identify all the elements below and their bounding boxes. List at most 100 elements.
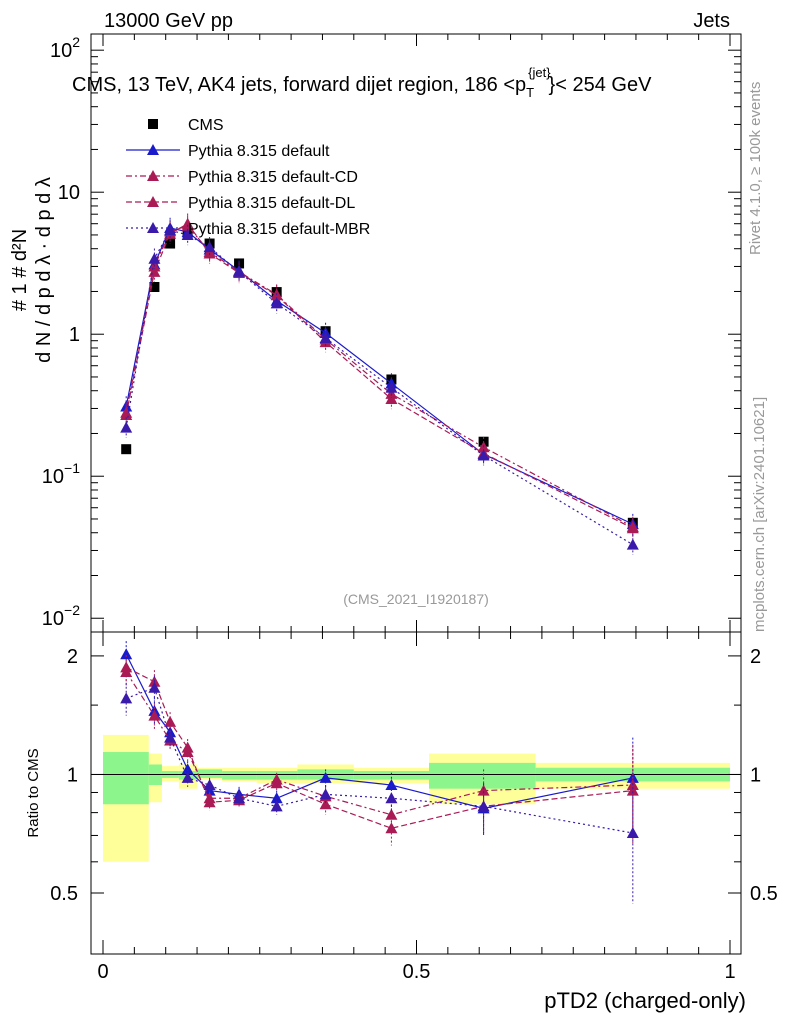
data-point-mbr xyxy=(270,297,283,309)
data-point-dl xyxy=(120,408,133,420)
ratio-point-default xyxy=(385,779,398,791)
band-inner xyxy=(222,771,257,780)
ratio-point-mbr xyxy=(385,792,398,804)
plot-title-sub: T xyxy=(526,85,534,100)
ratio-point-mbr xyxy=(120,692,133,704)
band-inner xyxy=(197,769,223,778)
ratio-ylabel: Ratio to CMS xyxy=(25,748,42,837)
data-point-mbr xyxy=(120,421,133,433)
ratio-series-mbr xyxy=(120,675,639,904)
data-point-mbr xyxy=(477,449,490,461)
series-line-cd xyxy=(125,225,634,528)
legend-label-dl: Pythia 8.315 default-DL xyxy=(188,195,355,212)
ratio-ytick-label-right: 2 xyxy=(750,646,761,668)
ratio-series-default xyxy=(120,641,639,836)
series-line-mbr xyxy=(125,229,634,546)
legend-label-default: Pythia 8.315 default xyxy=(188,143,330,160)
legend-entry-mbr: Pythia 8.315 default-MBR xyxy=(126,221,370,238)
ratio-point-default xyxy=(120,648,133,660)
data-point-dl xyxy=(181,217,194,229)
series-dl xyxy=(120,213,639,539)
main-ytick-exponent: 2 xyxy=(72,34,80,50)
plot-title-tail: }< 254 GeV xyxy=(549,74,653,96)
ratio-ytick-label-right: 1 xyxy=(750,764,761,786)
series-line-default xyxy=(125,227,634,525)
ratio-series-dl xyxy=(120,655,639,846)
band-inner xyxy=(103,752,149,805)
legend-label-cms: CMS xyxy=(188,117,224,134)
ratio-point-default xyxy=(319,771,332,783)
ratio-point-dl xyxy=(626,784,639,796)
x-tick-label: 0.5 xyxy=(403,961,431,983)
data-point-mbr xyxy=(148,252,161,264)
ratio-point-mbr xyxy=(626,827,639,839)
legend-label-cd: Pythia 8.315 default-CD xyxy=(188,169,358,186)
ratio-point-mbr xyxy=(203,779,216,791)
ratio-ytick-label: 2 xyxy=(67,646,78,668)
ratio-point-dl xyxy=(270,777,283,789)
x-axis-label: pTD2 (charged-only) xyxy=(544,988,746,1013)
ratio-ytick-label-right: 0.5 xyxy=(750,883,778,905)
legend-entry-cd: Pythia 8.315 default-CD xyxy=(126,169,358,186)
legend-label-mbr: Pythia 8.315 default-MBR xyxy=(188,221,370,238)
category-label: Jets xyxy=(693,10,730,32)
plot-title: CMS, 13 TeV, AK4 jets, forward dijet reg… xyxy=(72,65,652,100)
ratio-content: 0.5 0.5 1 1 2 2 0 0.5 1 xyxy=(50,632,778,983)
legend-entry-default: Pythia 8.315 default xyxy=(126,143,330,160)
series-line-dl xyxy=(125,222,634,529)
legend-marker-cd xyxy=(147,170,159,181)
data-point-mbr xyxy=(319,332,332,344)
legend-marker-cms xyxy=(148,119,158,129)
ratio-point-cd xyxy=(477,784,490,796)
beam-label: 13000 GeV pp xyxy=(104,10,233,32)
legend-marker-mbr xyxy=(147,222,159,233)
main-ylabel: # 1 # d²N d N / d p d λ · d p d λ xyxy=(9,177,55,363)
series-default xyxy=(120,217,639,535)
legend: CMS Pythia 8.315 default Pythia 8.315 defa… xyxy=(126,117,370,238)
data-point-dl xyxy=(385,392,398,404)
ratio-point-default xyxy=(270,792,283,804)
main-content: 10−2 10−1 1 10 102 xyxy=(42,34,741,632)
main-ytick-exponent: −1 xyxy=(64,460,80,476)
x-tick-label: 0 xyxy=(97,961,108,983)
side-label-site: mcplots.cern.ch [arXiv:2401.10621] xyxy=(751,397,768,632)
ratio-point-dl xyxy=(120,661,133,673)
plot-title-main: CMS, 13 TeV, AK4 jets, forward dijet reg… xyxy=(72,74,526,96)
ratio-point-mbr xyxy=(270,800,283,812)
ratio-point-mbr xyxy=(164,731,177,743)
ratio-point-mbr xyxy=(181,771,194,783)
legend-entry-dl: Pythia 8.315 default-DL xyxy=(126,195,355,212)
ratio-point-dl xyxy=(181,741,194,753)
ratio-point-dl xyxy=(203,796,216,808)
legend-marker-dl xyxy=(147,196,159,207)
ratio-point-default xyxy=(181,763,194,775)
series-mbr xyxy=(120,219,639,555)
data-point-mbr xyxy=(385,381,398,393)
ratio-point-mbr xyxy=(477,800,490,812)
ratio-point-dl xyxy=(164,715,177,727)
main-ylabel-denominator: d N / d p d λ · d p d λ xyxy=(33,177,55,363)
main-ylabel-numerator: # 1 # d²N xyxy=(9,229,31,311)
ratio-frame xyxy=(90,631,742,955)
main-ytick-label: 1 xyxy=(69,324,80,346)
data-point-mbr xyxy=(233,265,246,277)
x-tick-label: 1 xyxy=(724,961,735,983)
ratio-point-mbr xyxy=(233,792,246,804)
main-ytick-label: 10 xyxy=(58,182,80,204)
data-point-cms xyxy=(149,281,160,292)
ratio-series-cd xyxy=(120,659,639,838)
data-point-dl xyxy=(626,522,639,534)
side-label-rivet: Rivet 4.1.0, ≥ 100k events xyxy=(747,82,764,255)
main-panel: 10−2 10−1 1 10 102 CMS, 13 TeV, AK4 jets, fo… xyxy=(42,33,742,633)
band-inner xyxy=(353,771,430,780)
ratio-point-dl xyxy=(385,822,398,834)
data-point-mbr xyxy=(626,538,639,550)
ratio-ytick-label: 0.5 xyxy=(50,883,78,905)
data-point-mbr xyxy=(164,224,177,236)
series-cd xyxy=(120,215,639,538)
legend-entry-cms: CMS xyxy=(148,117,224,134)
main-ytick-label: 102 xyxy=(50,34,80,62)
ratio-panel: 0.5 0.5 1 1 2 2 0 0.5 1 Ratio to CMS pTD2 (charg… xyxy=(25,631,778,1013)
ratio-point-mbr xyxy=(148,681,161,693)
